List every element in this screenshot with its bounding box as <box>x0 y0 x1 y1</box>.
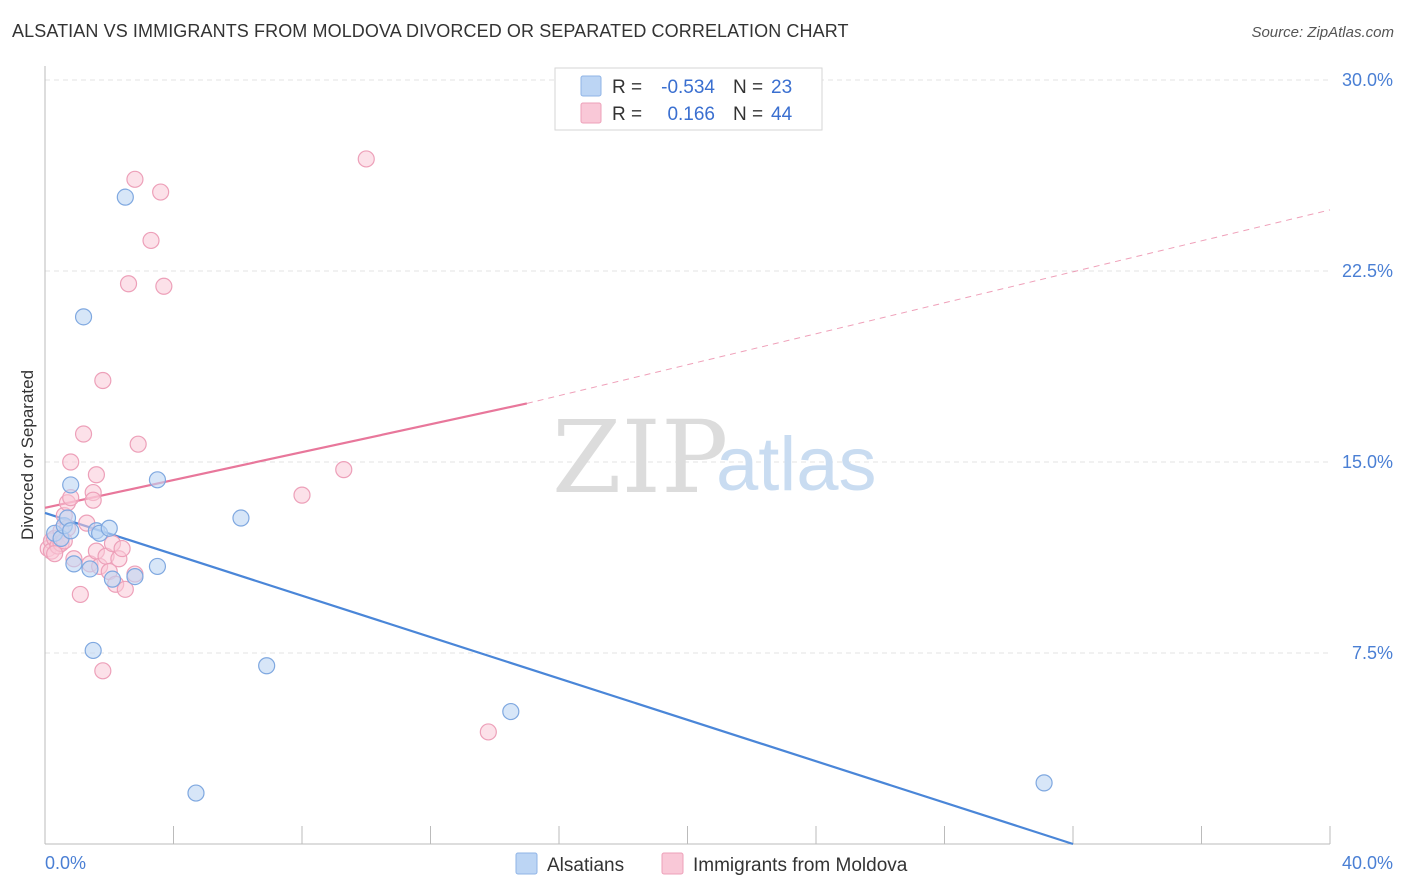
legend-n-label-2: N = <box>733 104 763 125</box>
moldova-point <box>94 371 112 390</box>
alsatian-point <box>187 784 205 802</box>
bottom-legend-swatch-alsatians <box>515 852 538 875</box>
moldova-point <box>126 170 144 188</box>
moldova-trend-extension <box>526 209 1331 404</box>
legend-r-value-1: -0.534 <box>661 77 715 98</box>
moldova-point <box>155 277 173 295</box>
moldova-point <box>46 545 64 563</box>
legend-swatch-alsatians <box>580 75 602 97</box>
bottom-legend-swatch-moldova <box>661 852 684 875</box>
axes <box>44 66 1331 845</box>
moldova-point <box>87 466 106 484</box>
moldova-point <box>293 486 311 504</box>
watermark-zip: ZIP <box>552 399 728 516</box>
moldova-point <box>357 150 375 168</box>
alsatian-point <box>116 188 134 206</box>
alsatian-point <box>100 519 118 537</box>
alsatian-point <box>148 557 167 576</box>
legend-r-label-1: R = <box>612 77 642 98</box>
bottom-legend-alsatians: Alsatians <box>547 855 624 876</box>
alsatian-point <box>74 308 93 326</box>
legend-n-label-1: N = <box>733 77 763 98</box>
y-axis-label: Divorced or Separated <box>18 370 37 540</box>
moldova-points <box>39 150 497 741</box>
moldova-point <box>479 723 497 741</box>
moldova-point <box>74 425 93 443</box>
alsatian-point <box>103 570 122 588</box>
moldova-point <box>94 662 112 680</box>
y-tick-label-0: 7.5% <box>1352 643 1393 663</box>
trend-lines <box>44 209 1331 846</box>
alsatian-point <box>62 476 80 494</box>
y-tick-labels: 7.5% 15.0% 22.5% 30.0% <box>1342 70 1393 663</box>
moldova-point <box>119 275 138 293</box>
watermark: ZIP atlas <box>552 399 877 516</box>
watermark-atlas: atlas <box>716 422 877 507</box>
alsatian-point <box>148 471 167 489</box>
legend-n-value-2: 44 <box>771 104 793 125</box>
moldova-point <box>116 580 134 598</box>
moldova-point <box>129 435 147 453</box>
alsatian-point <box>232 509 250 527</box>
moldova-point <box>152 183 170 201</box>
legend-r-label-2: R = <box>612 104 642 125</box>
moldova-point <box>84 491 102 509</box>
series-legend: Alsatians Immigrants from Moldova <box>515 852 908 876</box>
moldova-point <box>113 539 131 558</box>
alsatian-point <box>502 702 520 721</box>
x-tick-label-max: 40.0% <box>1342 853 1393 873</box>
alsatian-point <box>81 560 99 578</box>
source-label: Source: ZipAtlas.com <box>1251 24 1394 41</box>
alsatians-trend-line <box>44 511 1074 846</box>
y-tick-label-2: 22.5% <box>1342 261 1393 281</box>
grid-lines <box>45 79 1330 654</box>
stats-legend: R = -0.534 N = 23 R = 0.166 N = 44 <box>554 67 823 131</box>
alsatian-point <box>1035 774 1053 792</box>
moldova-point <box>71 585 89 604</box>
y-tick-label-1: 15.0% <box>1342 452 1393 472</box>
bottom-legend-moldova: Immigrants from Moldova <box>693 855 908 876</box>
alsatian-point <box>62 522 80 540</box>
x-tick-label-min: 0.0% <box>45 853 86 873</box>
alsatian-point <box>258 657 276 675</box>
moldova-point <box>335 461 353 479</box>
moldova-point <box>62 453 80 471</box>
moldova-point <box>142 231 160 250</box>
chart-title: ALSATIAN VS IMMIGRANTS FROM MOLDOVA DIVO… <box>12 21 849 41</box>
x-tick-labels: 0.0% 40.0% <box>45 853 1393 873</box>
y-tick-label-3: 30.0% <box>1342 70 1393 90</box>
alsatian-points <box>46 188 1053 802</box>
legend-n-value-1: 23 <box>771 77 792 98</box>
alsatian-point <box>126 567 144 586</box>
alsatian-point <box>65 555 83 573</box>
moldova-trend-line <box>44 402 528 509</box>
legend-swatch-moldova <box>580 102 602 124</box>
legend-r-value-2: 0.166 <box>667 104 715 125</box>
alsatian-point <box>84 641 102 660</box>
